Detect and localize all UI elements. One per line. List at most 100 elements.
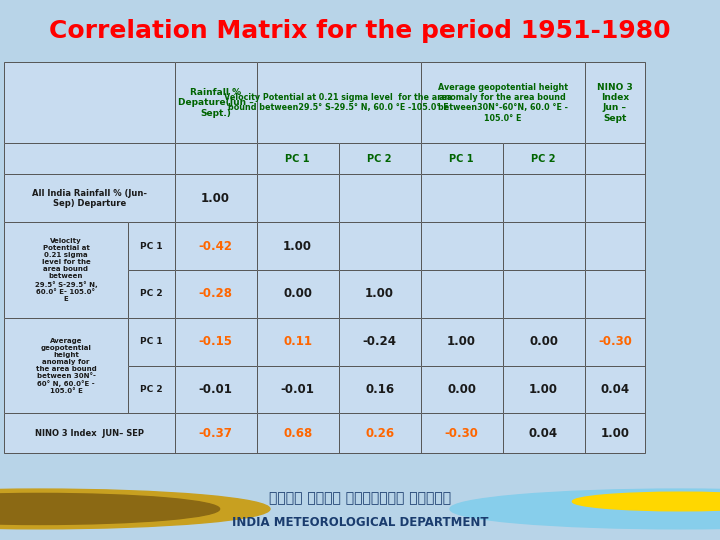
Bar	[256, 143, 338, 174]
Text: INDIA METEOROLOGICAL DEPARTMENT: INDIA METEOROLOGICAL DEPARTMENT	[232, 516, 488, 529]
Bar	[256, 222, 338, 270]
Bar	[503, 270, 585, 318]
Bar	[585, 414, 645, 453]
Bar	[420, 222, 503, 270]
Bar	[4, 174, 175, 222]
Bar	[338, 174, 420, 222]
Bar	[420, 62, 585, 143]
Bar	[338, 174, 420, 222]
Text: 0.00: 0.00	[447, 383, 476, 396]
Text: 1.00: 1.00	[529, 383, 558, 396]
Bar	[585, 318, 645, 366]
Bar	[585, 62, 645, 143]
Bar	[175, 366, 256, 414]
Bar	[4, 143, 175, 174]
Bar	[420, 62, 585, 143]
Bar	[338, 222, 420, 270]
Bar	[4, 318, 128, 414]
Bar	[175, 174, 256, 222]
Bar	[503, 366, 585, 414]
Bar	[585, 318, 645, 366]
Bar	[256, 270, 338, 318]
Bar	[503, 270, 585, 318]
Bar	[338, 414, 420, 453]
Bar	[420, 143, 503, 174]
Bar	[503, 318, 585, 366]
Bar	[338, 318, 420, 366]
Bar	[420, 318, 503, 366]
Bar	[503, 222, 585, 270]
Text: All India Rainfall % (Jun-
Sep) Departure: All India Rainfall % (Jun- Sep) Departur…	[32, 188, 147, 208]
Bar	[128, 318, 175, 366]
Text: PC 2: PC 2	[367, 154, 392, 164]
Text: -0.30: -0.30	[445, 427, 479, 440]
Bar	[4, 414, 175, 453]
Bar	[175, 143, 256, 174]
Bar	[585, 62, 645, 143]
Circle shape	[0, 494, 220, 524]
Text: Average geopotential height
anomaIy for the area bound
between30N°-60°N, 60.0 °E: Average geopotential height anomaIy for …	[438, 83, 567, 123]
Text: PC 2: PC 2	[140, 289, 163, 299]
Text: 0.26: 0.26	[365, 427, 394, 440]
Bar	[420, 270, 503, 318]
Bar	[503, 222, 585, 270]
Text: 0.00: 0.00	[529, 335, 558, 348]
Text: PC 2: PC 2	[140, 385, 163, 394]
Bar	[128, 318, 175, 366]
Bar	[338, 222, 420, 270]
Bar	[503, 143, 585, 174]
Bar	[420, 174, 503, 222]
Bar	[420, 143, 503, 174]
Bar	[4, 222, 128, 318]
Bar	[585, 222, 645, 270]
Bar	[256, 318, 338, 366]
Bar	[256, 270, 338, 318]
Bar	[585, 222, 645, 270]
Text: Average
geopotential
height
anomaIy for
the area bound
between 30N°-
60° N, 60.0: Average geopotential height anomaIy for …	[35, 338, 96, 394]
Bar	[503, 414, 585, 453]
Bar	[585, 366, 645, 414]
Bar	[175, 62, 256, 143]
Bar	[585, 270, 645, 318]
Bar	[585, 366, 645, 414]
Text: PC 1: PC 1	[140, 337, 163, 346]
Circle shape	[572, 492, 720, 511]
Bar	[585, 174, 645, 222]
Bar	[4, 318, 128, 414]
Text: -0.01: -0.01	[281, 383, 315, 396]
Text: 0.68: 0.68	[283, 427, 312, 440]
Circle shape	[450, 489, 720, 529]
Bar	[256, 174, 338, 222]
Text: 0.04: 0.04	[600, 383, 629, 396]
Bar	[256, 366, 338, 414]
Text: 0.00: 0.00	[283, 287, 312, 300]
Bar	[175, 222, 256, 270]
Bar	[4, 143, 175, 174]
Bar	[256, 62, 420, 143]
Text: -0.42: -0.42	[199, 240, 233, 253]
Bar	[256, 222, 338, 270]
Text: 0.16: 0.16	[365, 383, 394, 396]
Bar	[128, 270, 175, 318]
Bar	[585, 174, 645, 222]
Text: PC 2: PC 2	[531, 154, 556, 164]
Text: PC 1: PC 1	[449, 154, 474, 164]
Bar	[128, 222, 175, 270]
Bar	[175, 270, 256, 318]
Bar	[585, 143, 645, 174]
Bar	[256, 174, 338, 222]
Bar	[175, 62, 256, 143]
Bar	[4, 62, 175, 143]
Text: -0.28: -0.28	[199, 287, 233, 300]
Bar	[256, 366, 338, 414]
Text: -0.01: -0.01	[199, 383, 233, 396]
Text: NINO 3
Index
Jun –
Sept: NINO 3 Index Jun – Sept	[597, 83, 633, 123]
Bar	[175, 318, 256, 366]
Bar	[338, 366, 420, 414]
Circle shape	[0, 489, 270, 529]
Text: 1.00: 1.00	[365, 287, 394, 300]
Text: Velocity Potential at 0.21 sigma level  for the area
bound between29.5° S-29.5° : Velocity Potential at 0.21 sigma level f…	[225, 93, 453, 112]
Bar	[338, 318, 420, 366]
Text: 1.00: 1.00	[283, 240, 312, 253]
Bar	[503, 318, 585, 366]
